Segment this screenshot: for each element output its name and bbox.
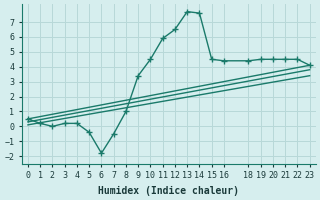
X-axis label: Humidex (Indice chaleur): Humidex (Indice chaleur) <box>98 186 239 196</box>
